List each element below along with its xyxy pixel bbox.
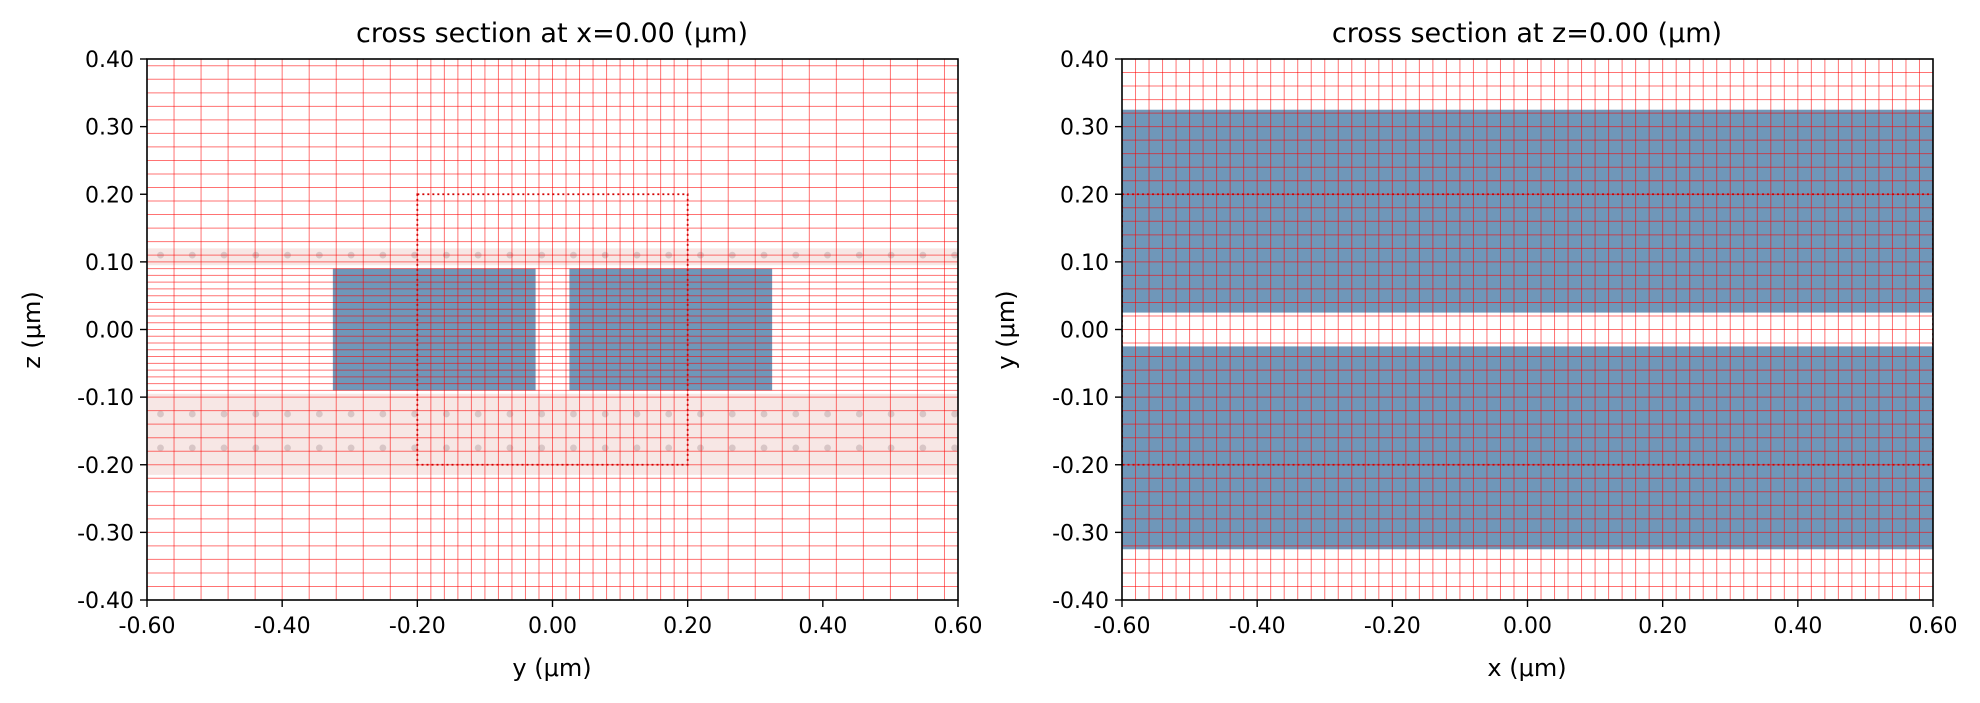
y-tick-label: 0.20 [1060, 183, 1109, 208]
band-dot [347, 410, 355, 418]
chart-panel-left: cross section at x=0.00 (μm) y (μm) z (μ… [18, 18, 982, 682]
x-tick-label: -0.60 [119, 614, 176, 639]
plot-area [147, 59, 958, 600]
band-dot [887, 444, 895, 452]
monitor-box [416, 193, 689, 466]
y-tick-label: 0.20 [85, 183, 134, 208]
band-dot [538, 444, 546, 452]
band-dot [188, 410, 196, 418]
y-tick-label: 0.30 [1060, 116, 1109, 141]
band-dot [760, 444, 768, 452]
band-dot [601, 444, 609, 452]
x-tick-label: -0.40 [1229, 614, 1286, 639]
band-dot [379, 444, 387, 452]
band-dot [760, 410, 768, 418]
y-axis-label: y (μm) [992, 290, 1020, 369]
band-dot [951, 444, 958, 452]
x-tick-label: -0.60 [1094, 614, 1151, 639]
band-dot [887, 410, 895, 418]
x-tick-label: 0.40 [1773, 614, 1822, 639]
x-tick-label: 0.60 [934, 614, 983, 639]
plot-area [1122, 59, 1933, 600]
x-tick-label: 0.20 [663, 614, 712, 639]
monitor-box [1122, 193, 1933, 466]
y-tick-label: -0.20 [1052, 454, 1109, 479]
band-dot [474, 444, 482, 452]
y-tick-label: -0.20 [77, 454, 134, 479]
band-dot [697, 410, 704, 418]
x-tick-label: 0.20 [1638, 614, 1687, 639]
band-dot [538, 410, 546, 418]
chart-title: cross section at x=0.00 (μm) [356, 18, 748, 49]
y-tick-label: 0.10 [85, 251, 134, 276]
band-dot [570, 444, 577, 452]
y-axis-label: z (μm) [18, 291, 46, 369]
x-tick-label: 0.00 [528, 614, 577, 639]
band-dot [411, 410, 419, 418]
band-dot [855, 444, 863, 452]
band-dot [157, 444, 164, 452]
band-dot [919, 444, 927, 452]
band-dot [570, 410, 577, 418]
band-dot [315, 444, 323, 452]
chart-panel-right: cross section at z=0.00 (μm) x (μm) y (μ… [992, 18, 1957, 682]
band-dot [315, 410, 323, 418]
x-axis-label: x (μm) [1487, 654, 1566, 682]
band-dot [633, 444, 641, 452]
band-dot [220, 444, 228, 452]
band-dot [824, 410, 831, 418]
band-dot [252, 444, 260, 452]
y-tick-label: 0.10 [1060, 251, 1109, 276]
band-dot [220, 410, 228, 418]
band-dot [284, 410, 291, 418]
band-dot [728, 410, 736, 418]
y-tick-label: 0.00 [85, 319, 134, 344]
band-dot [379, 410, 387, 418]
band-dot [474, 410, 482, 418]
band-dot [252, 410, 260, 418]
y-tick-label: -0.10 [1052, 386, 1109, 411]
y-tick-label: 0.40 [85, 48, 134, 73]
y-tick-label: 0.30 [85, 116, 134, 141]
x-tick-label: -0.40 [254, 614, 311, 639]
x-axis-label: y (μm) [512, 654, 591, 682]
x-tick-label: -0.20 [389, 614, 446, 639]
y-tick-label: 0.40 [1060, 48, 1109, 73]
band-dot [792, 444, 800, 452]
band-dot [697, 444, 704, 452]
y-tick-label: -0.30 [77, 521, 134, 546]
band-dot [284, 444, 291, 452]
band-dot [728, 444, 736, 452]
y-tick-label: 0.00 [1060, 319, 1109, 344]
band-dot [411, 444, 419, 452]
y-tick-label: -0.10 [77, 386, 134, 411]
band-dot [792, 410, 800, 418]
band-dot [665, 410, 673, 418]
y-tick-label: -0.30 [1052, 521, 1109, 546]
x-tick-label: 0.60 [1909, 614, 1958, 639]
x-tick-label: 0.40 [798, 614, 847, 639]
y-tick-label: -0.40 [77, 589, 134, 614]
band-dot [157, 410, 164, 418]
band-dot [855, 410, 863, 418]
band-dot [951, 410, 958, 418]
band-dot [665, 444, 673, 452]
band-dot [633, 410, 641, 418]
band-dot [347, 444, 355, 452]
y-tick-label: -0.40 [1052, 589, 1109, 614]
x-tick-label: -0.20 [1364, 614, 1421, 639]
band-dot [919, 410, 927, 418]
chart-title: cross section at z=0.00 (μm) [1332, 18, 1722, 49]
band-dot [824, 444, 831, 452]
band-dot [601, 410, 609, 418]
x-tick-label: 0.00 [1503, 614, 1552, 639]
band-dot [188, 444, 196, 452]
